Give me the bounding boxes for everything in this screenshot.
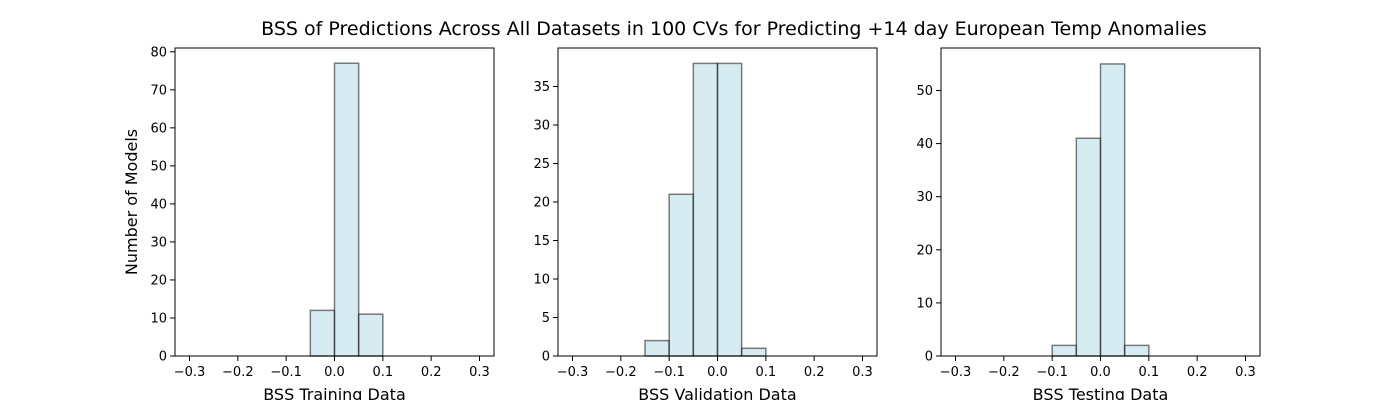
x-tick-label: 0.2	[804, 365, 825, 380]
x-tick-label: 0.1	[1138, 365, 1159, 380]
y-tick-label: 20	[150, 273, 167, 288]
x-tick-label: 0.3	[469, 365, 490, 380]
x-tick-label: 0.3	[852, 365, 873, 380]
histogram-bar	[740, 347, 767, 357]
y-tick-label: 40	[150, 197, 167, 212]
y-tick-label: 50	[150, 159, 167, 174]
y-tick-label: 30	[150, 235, 167, 250]
y-tick-label: 0	[159, 350, 167, 365]
histogram-bar	[1123, 344, 1150, 357]
y-tick-label: 40	[916, 137, 933, 152]
y-tick-label: 0	[542, 350, 550, 365]
x-tick-label: −0.2	[222, 365, 254, 380]
y-tick-label: 35	[533, 80, 550, 95]
y-axis-label: Number of Models	[122, 129, 141, 275]
x-axis-label: BSS Testing Data	[1033, 385, 1169, 400]
y-tick-label: 10	[533, 273, 550, 288]
histogram-bar	[309, 309, 336, 357]
y-tick-label: 80	[150, 45, 167, 60]
x-tick-label: 0.0	[707, 365, 728, 380]
x-tick-label: 0.0	[324, 365, 345, 380]
y-tick-label: 0	[925, 350, 933, 365]
y-tick-label: 70	[150, 83, 167, 98]
y-tick-label: 20	[916, 243, 933, 258]
x-tick-label: 0.2	[421, 365, 442, 380]
x-tick-label: −0.1	[1036, 365, 1068, 380]
x-tick-label: −0.2	[988, 365, 1020, 380]
y-tick-label: 30	[533, 119, 550, 134]
x-tick-label: −0.3	[557, 365, 589, 380]
y-tick-label: 10	[916, 296, 933, 311]
y-tick-label: 5	[542, 311, 550, 326]
x-tick-label: −0.2	[605, 365, 637, 380]
histogram-bar	[668, 193, 695, 357]
x-tick-label: −0.3	[174, 365, 206, 380]
y-tick-label: 25	[533, 157, 550, 172]
y-tick-label: 50	[916, 84, 933, 99]
histogram-bar	[333, 62, 360, 357]
x-axis-label: BSS Validation Data	[638, 385, 796, 400]
x-tick-label: −0.1	[653, 365, 685, 380]
x-tick-label: 0.2	[1187, 365, 1208, 380]
histogram-bar	[1099, 63, 1126, 357]
y-tick-label: 20	[533, 196, 550, 211]
x-tick-label: 0.1	[755, 365, 776, 380]
histogram-bar	[1051, 344, 1078, 357]
histogram-bar	[644, 339, 670, 357]
histogram-bar	[1075, 137, 1102, 357]
x-tick-label: 0.0	[1090, 365, 1111, 380]
x-tick-label: 0.1	[372, 365, 393, 380]
y-tick-label: 10	[150, 311, 167, 326]
histogram-bar	[716, 62, 743, 357]
testing-histogram-panel: 0 10 20 30 40 50 −0.3 −0.2 −0.1 0.0 0.1 0.2 0.3 BSS…	[916, 47, 1261, 400]
x-tick-label: −0.1	[270, 365, 302, 380]
x-tick-label: −0.3	[940, 365, 972, 380]
histogram-bar	[692, 62, 719, 357]
training-histogram-panel: 0 10 20 30 40 50 60 70 80 −0.3 −0.2 −0.1 0.0 0.1 0.2 0…	[122, 45, 495, 400]
y-tick-label: 15	[533, 234, 550, 249]
x-tick-label: 0.3	[1235, 365, 1256, 380]
figure-title: BSS of Predictions Across All Datasets i…	[261, 18, 1207, 40]
y-tick-label: 60	[150, 121, 167, 136]
histogram-bar	[357, 313, 384, 357]
y-tick-label: 30	[916, 190, 933, 205]
x-axis-label: BSS Training Data	[263, 385, 406, 400]
